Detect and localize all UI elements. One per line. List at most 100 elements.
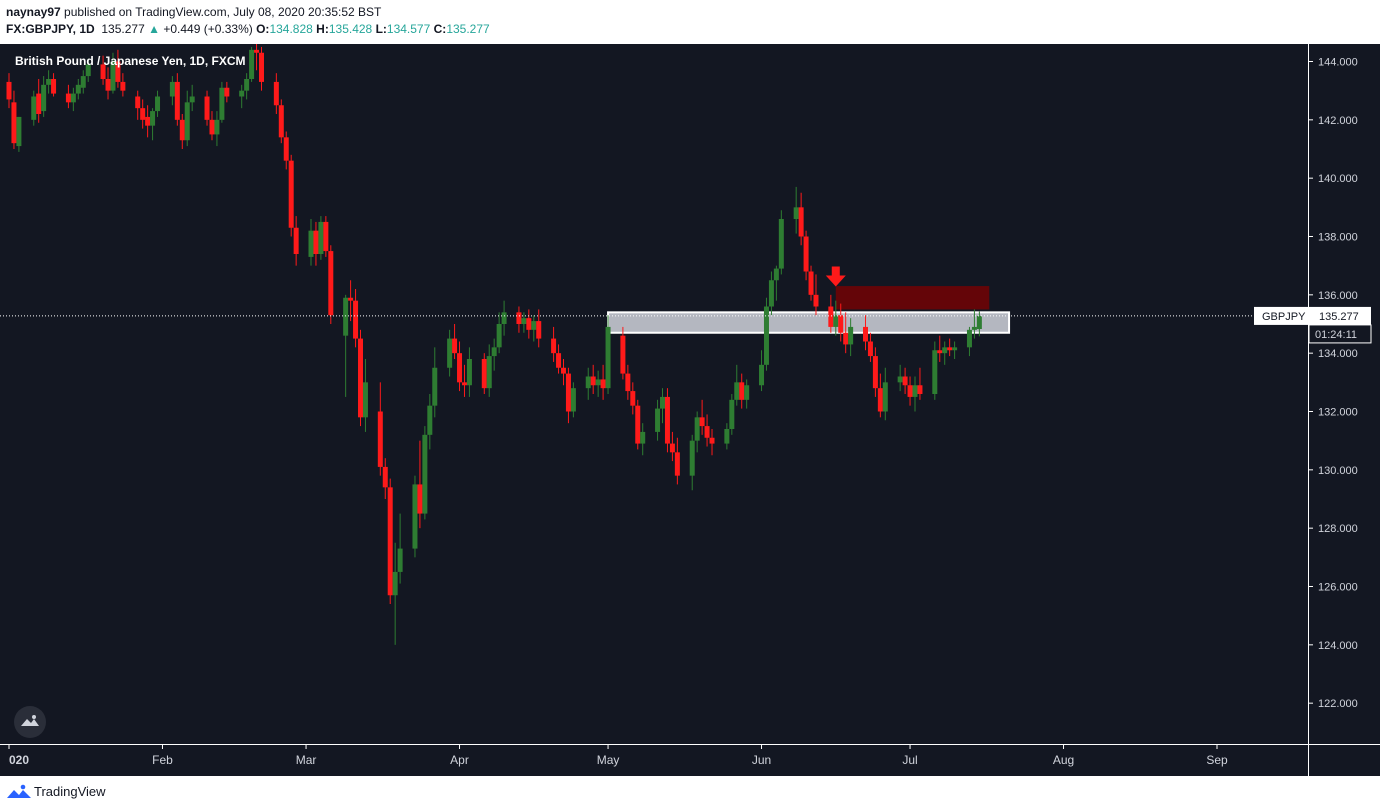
candle-body: [174, 81, 180, 120]
candle: [773, 265, 779, 301]
candle-body: [214, 119, 220, 135]
tradingview-badge[interactable]: [14, 706, 46, 738]
candle: [323, 216, 329, 257]
candle: [744, 379, 750, 409]
price-tick-label: 132.000: [1318, 407, 1358, 419]
candle-body: [6, 81, 12, 100]
symbol-label: FX:GBPJPY, 1D: [6, 22, 95, 36]
candle: [258, 46, 264, 91]
candle-body: [660, 396, 666, 409]
candle: [570, 382, 576, 418]
candle: [481, 353, 487, 394]
time-tick-label: Mar: [296, 753, 317, 767]
candle: [174, 73, 180, 126]
candle-body: [254, 49, 260, 53]
candle-body: [907, 385, 913, 397]
price-change: +0.449 (+0.33%): [163, 22, 253, 36]
candle: [793, 186, 799, 234]
candle: [600, 364, 606, 400]
candle-body: [273, 81, 279, 106]
candle-body: [377, 411, 383, 467]
candle-body: [358, 338, 364, 418]
candle: [31, 90, 37, 126]
candle-body: [570, 388, 576, 412]
price-tick-label: 134.000: [1318, 348, 1358, 360]
candle-body: [590, 376, 596, 386]
candle-body: [664, 396, 670, 444]
candle: [630, 382, 636, 415]
candle-body: [699, 417, 705, 427]
candle: [100, 55, 106, 85]
candle-body: [833, 315, 839, 327]
candle-body: [179, 119, 185, 141]
candle: [976, 311, 982, 337]
time-tick-label: Feb: [152, 753, 173, 767]
candle: [739, 373, 745, 409]
candle-body: [605, 326, 611, 389]
candle-body: [184, 102, 190, 141]
candle: [932, 341, 938, 400]
candle-body: [630, 391, 636, 406]
author-name[interactable]: naynay97: [6, 5, 61, 19]
candle: [848, 318, 854, 357]
price-tick-label: 144.000: [1318, 57, 1358, 69]
candle: [65, 84, 71, 109]
candle-body: [640, 431, 646, 444]
chart-svg[interactable]: 144.000 142.000 140.000 138.000 136.000 134.0…: [0, 44, 1380, 776]
candle: [249, 46, 255, 82]
footer-brand[interactable]: TradingView: [34, 784, 106, 799]
candle-body: [110, 61, 116, 91]
candle: [120, 73, 126, 97]
candle-body: [100, 64, 106, 79]
candle-body: [744, 385, 750, 400]
candle: [971, 309, 977, 339]
candle: [724, 423, 730, 450]
candle-body: [397, 548, 403, 572]
candle-body: [427, 405, 433, 435]
price-tick-label: 126.000: [1318, 582, 1358, 594]
candle-body: [224, 87, 230, 97]
candle: [655, 399, 661, 441]
candle: [46, 70, 52, 94]
candle-body: [46, 79, 52, 85]
last-price: 135.277: [101, 22, 145, 36]
price-tick-label: 140.000: [1318, 173, 1358, 185]
candle-body: [412, 484, 418, 549]
price-tick-label: 130.000: [1318, 465, 1358, 477]
candle: [461, 364, 467, 397]
candle-body: [313, 230, 319, 254]
candle-body: [75, 84, 81, 94]
low-label: L:: [375, 22, 387, 36]
symbol-badge: [1254, 306, 1308, 325]
candle-body: [140, 108, 146, 120]
candle-body: [917, 385, 923, 394]
countdown-value: 01:24:11: [1315, 329, 1357, 341]
candle-body: [942, 347, 948, 354]
low-value: 134.577: [386, 22, 431, 36]
tradingview-logo-icon: [21, 715, 39, 726]
price-tick-label: 136.000: [1318, 290, 1358, 302]
candle: [412, 475, 418, 558]
candle-body: [496, 324, 502, 348]
candle-body: [912, 385, 918, 397]
tradingview-logo-icon[interactable]: [6, 784, 32, 800]
chart-area[interactable]: 144.000 142.000 140.000 138.000 136.000 134.0…: [0, 44, 1380, 776]
candle-body: [457, 353, 463, 383]
candle-body: [882, 382, 888, 412]
candle-body: [739, 382, 745, 400]
candle: [169, 76, 175, 106]
candle-body: [85, 64, 91, 77]
candle-body: [516, 312, 522, 324]
candle-body: [551, 338, 557, 354]
candle: [392, 542, 398, 645]
candle-body: [867, 341, 873, 357]
arrow-down-icon: [825, 266, 846, 287]
candle: [75, 79, 81, 100]
candle-body: [902, 376, 908, 386]
candle-body: [293, 227, 299, 254]
candle-body: [288, 160, 294, 228]
candle-body: [937, 350, 943, 354]
candle: [244, 73, 250, 100]
candle: [872, 347, 878, 397]
candle: [699, 399, 705, 435]
